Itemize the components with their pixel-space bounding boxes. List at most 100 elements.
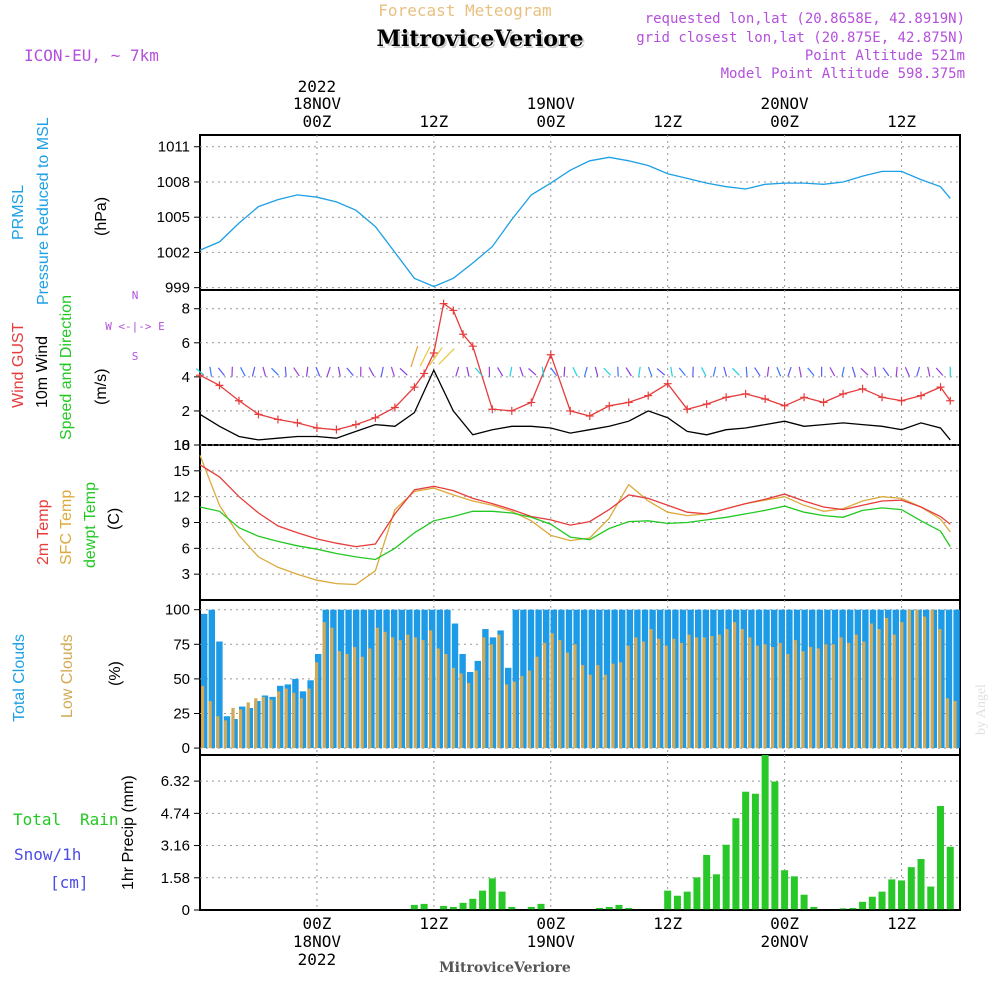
cloud-low-bar — [459, 673, 463, 749]
wind-direction-arrow — [882, 367, 890, 377]
wind-direction-arrow — [807, 367, 815, 376]
wind-speed-line — [199, 368, 951, 441]
wind-gust-marker — [488, 405, 497, 414]
precip-bar — [537, 903, 545, 910]
wind-tick-label: 6 — [182, 335, 190, 352]
wind-gust-marker — [683, 405, 692, 414]
precip-bar — [498, 891, 506, 910]
wind-direction-arrow — [368, 367, 375, 377]
wind-tick-label: 0 — [182, 437, 190, 454]
wind-direction-arrow — [841, 366, 845, 377]
temp-2m-line — [199, 464, 951, 548]
wind-direction-arrow — [550, 367, 558, 377]
wind-gust-marker — [858, 384, 867, 393]
precip-bar — [917, 859, 925, 910]
wind-direction-arrow — [647, 366, 653, 377]
wind-direction-arrow — [438, 348, 455, 365]
cloud-low-bar — [391, 637, 395, 749]
cloud-low-bar — [725, 629, 729, 749]
wind-gust-marker — [439, 299, 448, 308]
cloud-low-bar — [786, 653, 790, 749]
precip-bar — [790, 876, 798, 910]
wind-direction-arrow — [528, 367, 537, 376]
wind-direction-arrow — [638, 366, 641, 377]
cloud-low-bar — [649, 629, 653, 749]
grid-lines — [194, 135, 960, 911]
wind-gust-marker — [722, 393, 731, 402]
precip-bar — [888, 879, 896, 910]
wind-gust-marker — [429, 349, 438, 358]
wind-direction-arrow — [466, 366, 470, 377]
precip-bar — [508, 906, 516, 910]
cloud-low-bar — [611, 663, 615, 749]
wind-direction-arrow — [262, 366, 267, 377]
cloud-low-bar — [398, 640, 402, 749]
precip-title1: Total — [13, 810, 61, 829]
precip-tick-label: 3.16 — [161, 838, 190, 855]
top-hour-label: 00Z — [536, 112, 565, 131]
wind-gust-marker — [254, 410, 263, 419]
temp-title2: SFC Temp — [58, 490, 75, 565]
wind-direction-arrow — [315, 366, 321, 377]
wind-unit: (m/s) — [93, 369, 110, 405]
cloud-low-bar — [588, 674, 592, 749]
cloud-low-bar — [223, 720, 227, 749]
cloud-low-bar — [353, 647, 357, 749]
precip-bar — [742, 791, 750, 910]
cloud-low-bar — [254, 698, 258, 749]
precip-bar — [771, 781, 779, 910]
precip-bar — [693, 877, 701, 910]
cloud-low-bar — [885, 617, 889, 749]
bottom-date-label: 20NOV — [761, 932, 810, 951]
clouds-title2: Low Clouds — [59, 634, 76, 718]
wind-direction-arrow — [195, 368, 205, 376]
cloud-low-bar — [892, 634, 896, 749]
cloud-low-bar — [315, 662, 319, 749]
precip-bar — [927, 886, 935, 910]
cloud-low-bar — [641, 641, 645, 749]
compass-n: N — [132, 289, 139, 302]
cloud-low-bar — [710, 635, 714, 749]
wind-direction-arrow — [380, 366, 384, 377]
precip-bar — [800, 894, 808, 910]
bottom-hour-label: 12Z — [419, 914, 448, 933]
wind-direction-arrow — [399, 367, 408, 376]
precip-bar — [859, 901, 867, 910]
cloud-low-bar — [733, 622, 737, 749]
wind-gust-marker — [546, 350, 555, 359]
cloud-low-bar — [436, 648, 440, 749]
wind-tick-label: 8 — [182, 301, 190, 318]
precip-bar — [898, 880, 906, 910]
cloud-low-bar — [474, 670, 478, 749]
cloud-low-bar — [854, 634, 858, 749]
cloud-low-bar — [581, 665, 585, 749]
product-title: Forecast Meteogram — [378, 1, 551, 20]
cloud-low-bar — [930, 609, 934, 749]
cloud-low-bar — [687, 634, 691, 749]
wind-gust-marker — [449, 306, 458, 315]
cloud-low-bar — [664, 645, 668, 749]
cloud-total-bar — [945, 609, 953, 749]
precip-tick-label: 6.32 — [161, 773, 190, 790]
point-altitude: Point Altitude 521m — [805, 48, 965, 64]
precip-bar — [440, 905, 448, 910]
cloud-low-bar — [755, 645, 759, 749]
wind-direction-arrow — [563, 366, 566, 377]
cloud-low-bar — [945, 698, 949, 749]
wind-direction-arrow — [455, 366, 460, 377]
cloud-low-bar — [330, 627, 334, 749]
precip-bar — [605, 906, 613, 910]
cloud-low-bar — [695, 637, 699, 749]
wind-direction-arrow — [860, 367, 869, 376]
cloud-low-bar — [801, 651, 805, 749]
cloud-low-bar — [201, 685, 205, 749]
wind-direction-arrow — [541, 366, 545, 377]
cloud-low-bar — [505, 684, 509, 749]
precip-frame — [199, 754, 961, 911]
precip-bar — [479, 890, 487, 910]
cloud-low-bar — [717, 634, 721, 749]
top-year-label: 2022 — [298, 77, 337, 96]
wind-gust-marker — [624, 398, 633, 407]
temp-tick-label: 15 — [173, 463, 190, 480]
wind-direction-arrow — [346, 367, 354, 376]
